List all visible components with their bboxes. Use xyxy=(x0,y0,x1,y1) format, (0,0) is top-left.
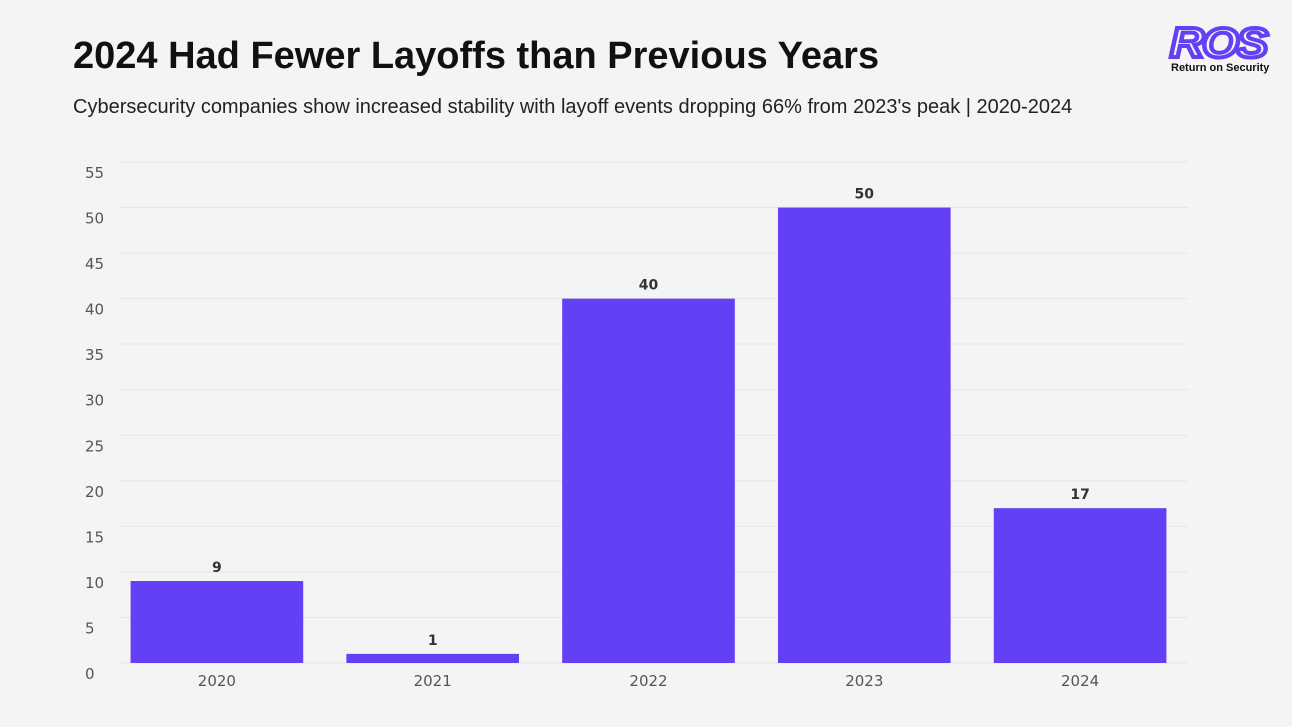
x-tick-label: 2024 xyxy=(1061,672,1099,690)
x-tick-label: 2022 xyxy=(629,672,667,690)
value-label: 50 xyxy=(855,187,875,203)
y-tick-label: 55 xyxy=(85,164,104,182)
y-tick-label: 50 xyxy=(85,210,104,228)
y-tick-label: 45 xyxy=(85,255,104,273)
bar xyxy=(562,298,735,663)
value-label: 1 xyxy=(428,633,438,649)
y-tick-label: 0 xyxy=(85,665,95,683)
value-label: 17 xyxy=(1070,487,1089,503)
chart-subtitle: Cybersecurity companies show increased s… xyxy=(73,96,1072,118)
x-tick-label: 2020 xyxy=(198,672,236,690)
y-tick-label: 25 xyxy=(85,437,104,455)
brand-text: Return on Security xyxy=(1171,62,1270,74)
x-tick-label: 2021 xyxy=(414,672,452,690)
x-tick-label: 2023 xyxy=(845,672,883,690)
y-tick-label: 20 xyxy=(85,483,104,501)
y-tick-label: 5 xyxy=(85,619,95,637)
chart-title: 2024 Had Fewer Layoffs than Previous Yea… xyxy=(73,35,879,77)
y-tick-label: 10 xyxy=(85,574,104,592)
y-tick-label: 15 xyxy=(85,528,104,546)
bar xyxy=(993,508,1167,663)
value-label: 40 xyxy=(639,278,659,294)
y-tick-label: 35 xyxy=(85,346,104,364)
value-label: 9 xyxy=(212,560,222,576)
y-tick-label: 30 xyxy=(85,392,104,410)
bar xyxy=(130,581,304,663)
brand-logo: ROS xyxy=(1170,19,1268,66)
bar xyxy=(777,207,951,663)
bar xyxy=(346,653,520,663)
y-tick-label: 40 xyxy=(85,301,104,319)
